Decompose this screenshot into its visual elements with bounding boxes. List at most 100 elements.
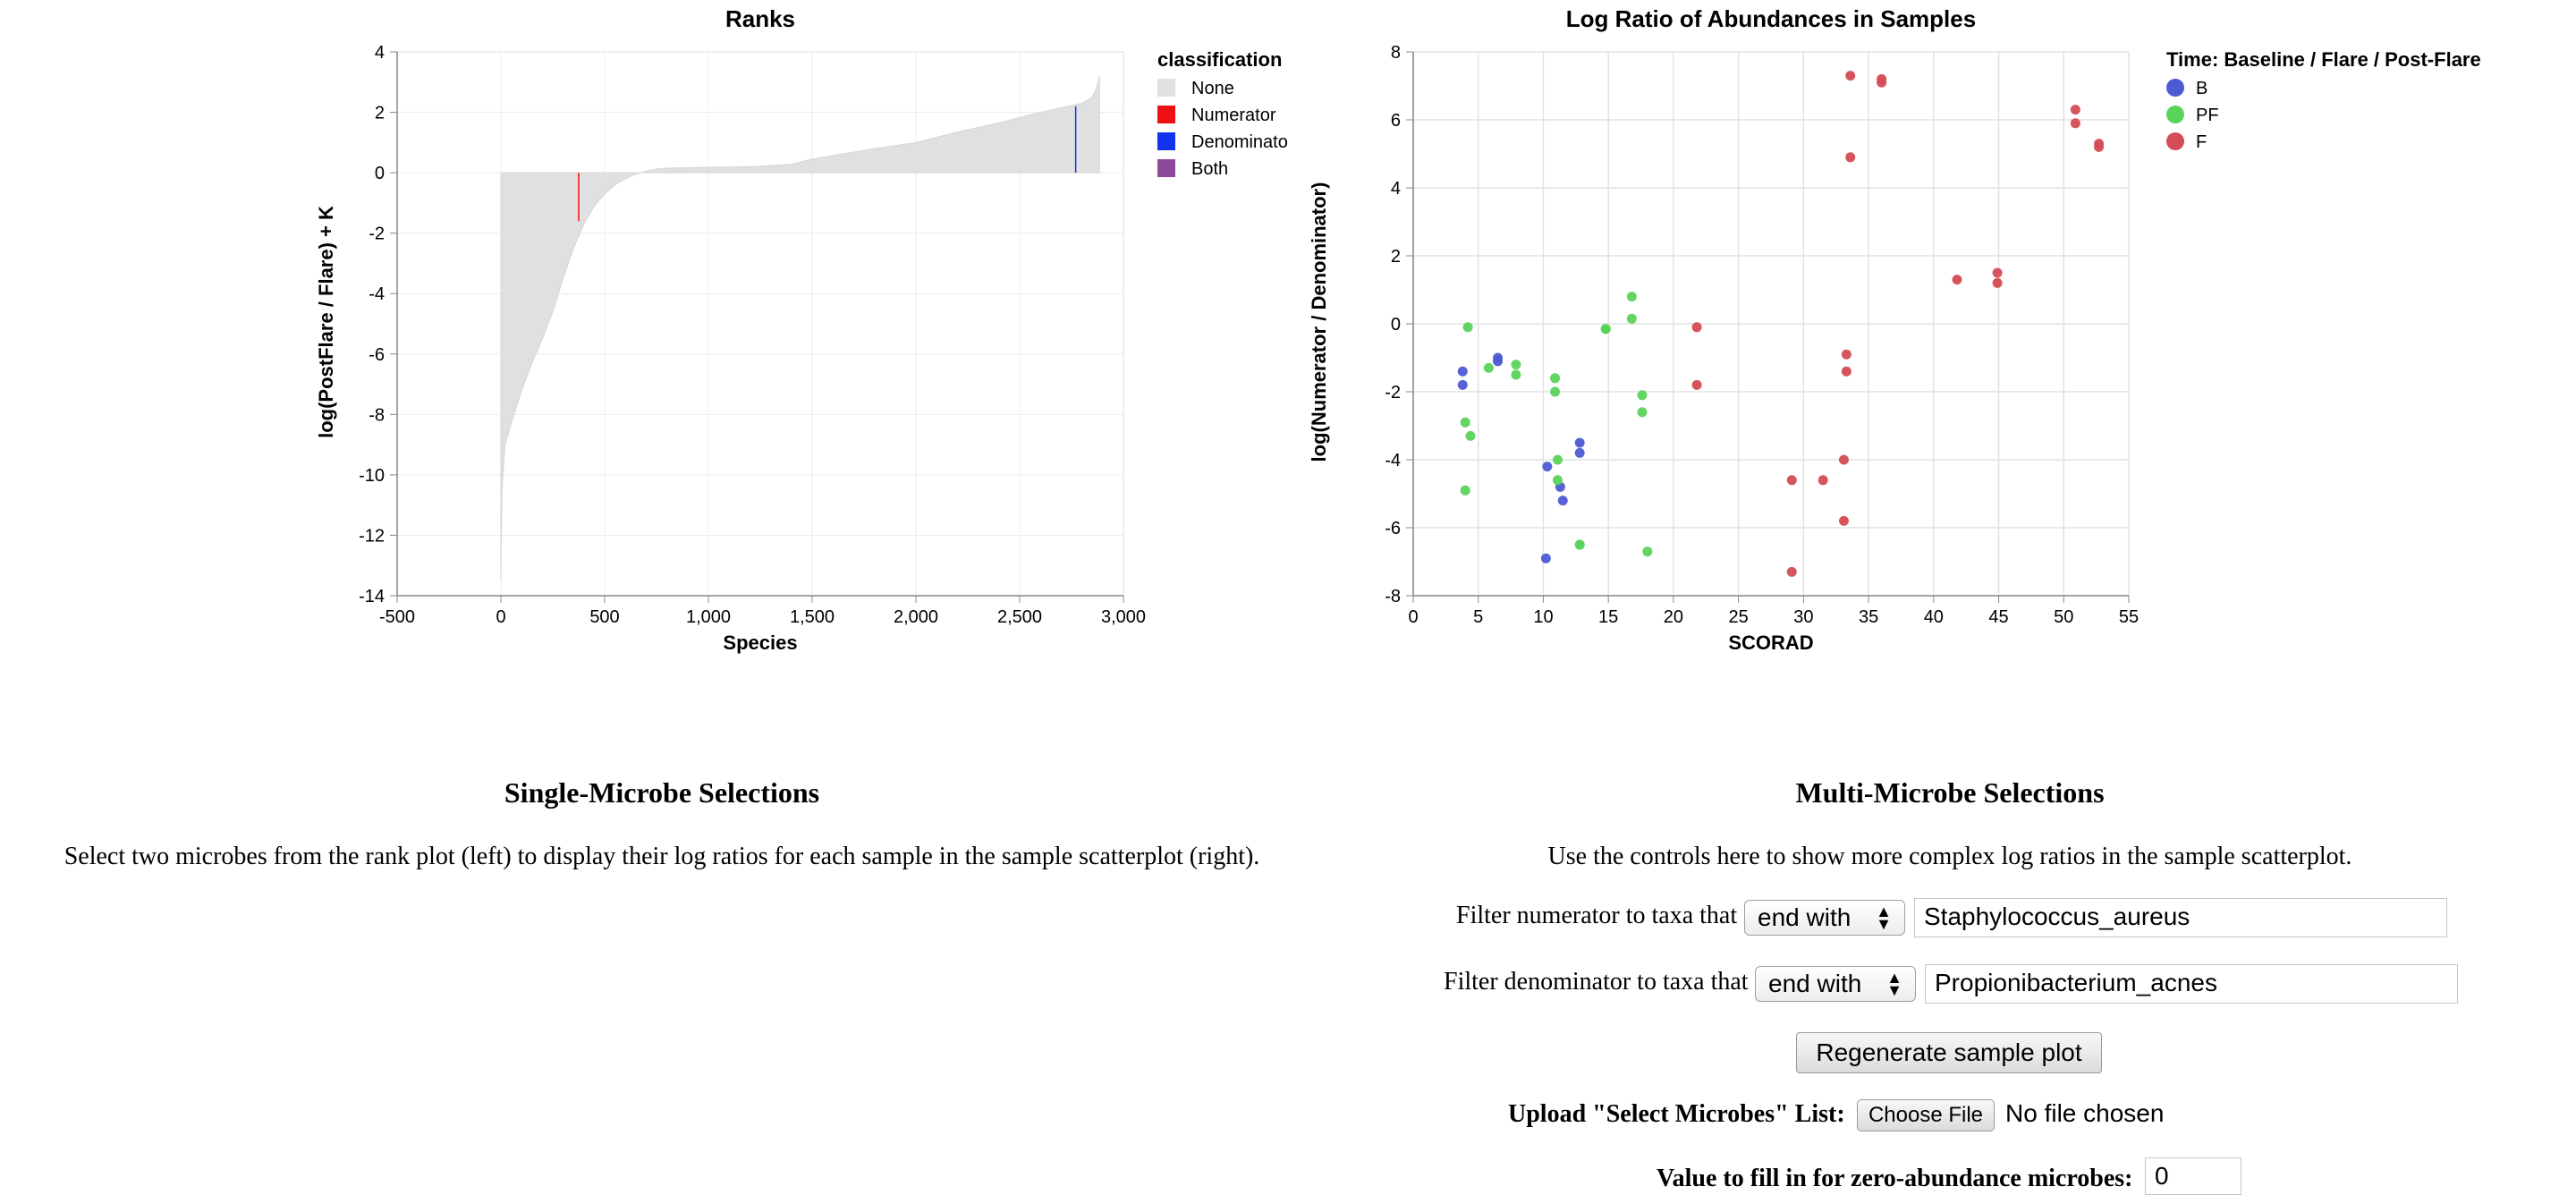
scatter-point-f[interactable] bbox=[1691, 322, 1702, 333]
scatter-point-b[interactable] bbox=[1574, 437, 1585, 448]
rank-legend-item-denominator[interactable]: Denominator bbox=[1157, 132, 1288, 152]
scatter-point-pf[interactable] bbox=[1574, 539, 1585, 550]
denominator-filter-select[interactable]: end with ▲ ▼ bbox=[1755, 966, 1916, 1002]
rank-x-axis-ticks: -500 0 500 1,000 1,500 2,000 2,500 3,000 bbox=[379, 596, 1146, 627]
multi-microbe-description: Use the controls here to show more compl… bbox=[1547, 843, 2352, 870]
rank-y-tick-label: -14 bbox=[359, 587, 385, 606]
scatter-point-pf[interactable] bbox=[1460, 485, 1470, 496]
scatter-point-f[interactable] bbox=[1992, 277, 2003, 288]
scatter-legend-item-pf[interactable]: PF bbox=[2166, 106, 2219, 125]
scatter-x-tick-label: 10 bbox=[1533, 607, 1553, 627]
scatter-point-f[interactable] bbox=[1845, 71, 1856, 81]
scatter-point-f[interactable] bbox=[1838, 454, 1849, 465]
scatter-plot-grid bbox=[1412, 51, 2130, 597]
scatter-x-tick-label: 45 bbox=[1988, 607, 2008, 627]
scatter-points[interactable] bbox=[1457, 71, 2105, 577]
denominator-taxa-input[interactable]: Propionibacterium_acnes bbox=[1925, 964, 2458, 1004]
scatter-point-pf[interactable] bbox=[1626, 313, 1637, 324]
scatter-point-b[interactable] bbox=[1457, 366, 1468, 377]
scatter-y-axis-label: log(Numerator / Denominator) bbox=[1308, 182, 1330, 462]
rank-y-tick-label: -8 bbox=[369, 405, 385, 425]
scatter-x-tick-label: 40 bbox=[1924, 607, 1944, 627]
scatter-x-tick-label: 35 bbox=[1859, 607, 1878, 627]
rank-legend-label-numerator: Numerator bbox=[1191, 106, 1276, 125]
scatter-point-pf[interactable] bbox=[1550, 386, 1561, 397]
scatter-point-f[interactable] bbox=[2094, 141, 2105, 152]
numerator-taxa-input[interactable]: Staphylococcus_aureus bbox=[1914, 898, 2447, 937]
scatter-point-pf[interactable] bbox=[1600, 324, 1611, 335]
scatter-y-tick-label: 6 bbox=[1391, 111, 1401, 131]
rank-legend-item-numerator[interactable]: Numerator bbox=[1157, 106, 1276, 125]
scatter-point-f[interactable] bbox=[2070, 105, 2080, 115]
scatter-point-pf[interactable] bbox=[1552, 454, 1563, 465]
multi-microbe-title: Multi-Microbe Selections bbox=[1795, 776, 2105, 809]
scatter-point-b[interactable] bbox=[1457, 379, 1468, 390]
scatter-point-b[interactable] bbox=[1542, 462, 1553, 472]
select-arrows-icon: ▲ ▼ bbox=[1876, 903, 1892, 933]
sample-scatterplot[interactable]: Log Ratio of Abundances in Samples 0 5 10 1… bbox=[1288, 0, 2576, 680]
scatter-point-b[interactable] bbox=[1557, 496, 1568, 506]
scatter-point-pf[interactable] bbox=[1637, 407, 1648, 418]
regenerate-sample-plot-button[interactable]: Regenerate sample plot bbox=[1796, 1032, 2102, 1073]
scatter-legend-label-pf: PF bbox=[2196, 106, 2219, 125]
scatter-point-f[interactable] bbox=[1818, 475, 1828, 486]
scatter-y-tick-label: -2 bbox=[1385, 383, 1401, 403]
scatter-point-f[interactable] bbox=[1841, 366, 1852, 377]
scatter-point-b[interactable] bbox=[1493, 356, 1504, 367]
rank-plot-area[interactable] bbox=[500, 75, 1100, 581]
scatter-point-b[interactable] bbox=[1540, 553, 1551, 564]
scatter-point-f[interactable] bbox=[1992, 267, 2003, 278]
scatter-point-pf[interactable] bbox=[1462, 322, 1473, 333]
scatter-point-f[interactable] bbox=[1877, 77, 1887, 88]
scatter-x-axis-ticks: 0 5 10 15 20 25 30 35 40 45 50 55 bbox=[1408, 596, 2139, 627]
rank-y-axis-ticks: 4 2 0 -2 -4 -6 -8 -10 -12 -14 bbox=[359, 43, 397, 606]
scatter-point-f[interactable] bbox=[1845, 152, 1856, 163]
scatter-point-f[interactable] bbox=[1786, 475, 1797, 486]
scatter-point-f[interactable] bbox=[2070, 118, 2080, 129]
scatter-point-f[interactable] bbox=[1952, 275, 1962, 285]
rank-legend-item-both[interactable]: Both bbox=[1157, 159, 1228, 179]
zero-fill-input[interactable]: 0 bbox=[2145, 1157, 2241, 1195]
scatter-point-f[interactable] bbox=[1841, 349, 1852, 360]
scatter-point-pf[interactable] bbox=[1483, 362, 1494, 373]
scatter-point-pf[interactable] bbox=[1511, 360, 1521, 370]
scatter-point-pf[interactable] bbox=[1511, 369, 1521, 380]
scatter-y-tick-label: 4 bbox=[1391, 179, 1401, 199]
scatter-point-pf[interactable] bbox=[1626, 292, 1637, 302]
scatter-plot-title: Log Ratio of Abundances in Samples bbox=[1566, 5, 1976, 32]
rank-area-none[interactable] bbox=[500, 75, 1100, 581]
denominator-filter-label: Filter denominator to taxa that bbox=[1444, 968, 1749, 996]
rank-legend-item-none[interactable]: None bbox=[1157, 79, 1234, 98]
scatter-x-axis-label: SCORAD bbox=[1728, 631, 1813, 654]
rank-x-tick-label: -500 bbox=[379, 607, 415, 627]
scatter-point-f[interactable] bbox=[1786, 566, 1797, 577]
no-file-chosen-text: No file chosen bbox=[2005, 1099, 2165, 1127]
scatter-point-pf[interactable] bbox=[1550, 373, 1561, 384]
scatter-point-pf[interactable] bbox=[1552, 475, 1563, 486]
scatter-legend-item-b[interactable]: B bbox=[2166, 79, 2207, 98]
scatter-point-pf[interactable] bbox=[1642, 547, 1653, 557]
rank-plot[interactable]: Ranks -500 0 500 1,000 1,500 2,000 2,500 3,000 … bbox=[0, 0, 1288, 680]
scatter-legend-item-f[interactable]: F bbox=[2166, 132, 2207, 152]
rank-legend-label-both: Both bbox=[1191, 159, 1228, 179]
scatter-legend-label-f: F bbox=[2196, 132, 2207, 152]
scatter-point-pf[interactable] bbox=[1637, 390, 1648, 401]
rank-plot-title: Ranks bbox=[725, 5, 795, 32]
scatter-y-tick-label: -8 bbox=[1385, 587, 1401, 606]
scatter-legend-swatch-b bbox=[2166, 79, 2184, 97]
scatter-point-pf[interactable] bbox=[1460, 417, 1470, 428]
scatter-point-b[interactable] bbox=[1574, 447, 1585, 458]
rank-y-tick-label: 4 bbox=[375, 43, 385, 63]
rank-x-tick-label: 0 bbox=[496, 607, 505, 627]
scatter-point-f[interactable] bbox=[1691, 379, 1702, 390]
scatter-point-pf[interactable] bbox=[1465, 430, 1476, 441]
rank-legend-title: classification bbox=[1157, 48, 1282, 71]
numerator-filter-select[interactable]: end with ▲ ▼ bbox=[1744, 900, 1905, 936]
scatter-point-f[interactable] bbox=[1838, 515, 1849, 526]
scatter-y-tick-label: -6 bbox=[1385, 519, 1401, 538]
rank-y-axis-label: log(PostFlare / Flare) + K bbox=[315, 206, 337, 438]
choose-file-button[interactable]: Choose File bbox=[1857, 1099, 1995, 1131]
rank-legend-label-denominator: Denominator bbox=[1191, 132, 1288, 152]
rank-y-tick-label: 0 bbox=[375, 164, 385, 183]
scatter-x-tick-label: 15 bbox=[1598, 607, 1618, 627]
